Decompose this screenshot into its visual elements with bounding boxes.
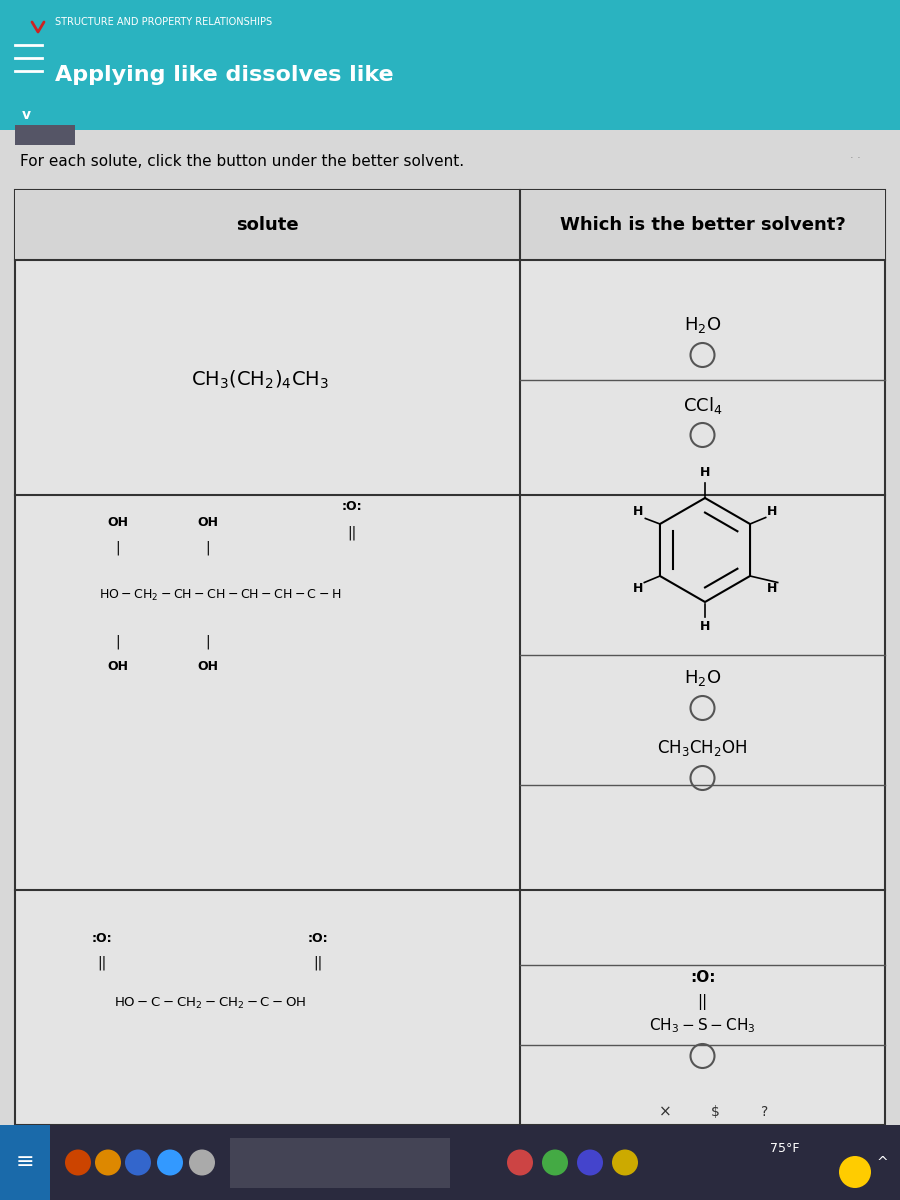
Text: :O:: :O: <box>342 500 363 514</box>
Circle shape <box>577 1150 603 1176</box>
Circle shape <box>189 1150 215 1176</box>
Text: OH: OH <box>107 516 129 529</box>
Text: ^: ^ <box>877 1156 887 1170</box>
Text: |: | <box>116 635 121 649</box>
Bar <box>15 190 885 1126</box>
Text: $\mathregular{CH_3CH_2OH}$: $\mathregular{CH_3CH_2OH}$ <box>657 738 748 758</box>
Circle shape <box>125 1150 151 1176</box>
Text: 75°F: 75°F <box>770 1141 800 1154</box>
Circle shape <box>839 1156 871 1188</box>
Text: $\mathregular{H_2O}$: $\mathregular{H_2O}$ <box>684 314 721 335</box>
Bar <box>15 125 75 145</box>
Text: |: | <box>116 541 121 556</box>
Text: ×: × <box>659 1104 671 1120</box>
Text: ≡: ≡ <box>15 1152 34 1172</box>
Bar <box>230 1138 450 1188</box>
Text: H: H <box>633 505 643 518</box>
Bar <box>0 1126 900 1200</box>
Circle shape <box>65 1150 91 1176</box>
Text: OH: OH <box>107 660 129 673</box>
Circle shape <box>95 1150 121 1176</box>
Text: $\mathregular{CCl_4}$: $\mathregular{CCl_4}$ <box>683 395 723 415</box>
Text: Applying like dissolves like: Applying like dissolves like <box>55 65 393 85</box>
Text: |: | <box>206 635 211 649</box>
Text: $\mathrm{HO - C - CH_2 - CH_2 - C - OH}$: $\mathrm{HO - C - CH_2 - CH_2 - C - OH}$ <box>113 996 306 1010</box>
Text: :O:: :O: <box>92 931 112 944</box>
Text: $\mathregular{CH_3(CH_2)_4CH_3}$: $\mathregular{CH_3(CH_2)_4CH_3}$ <box>191 368 329 391</box>
Circle shape <box>542 1150 568 1176</box>
Circle shape <box>507 1150 533 1176</box>
Bar <box>15 190 885 260</box>
Text: v: v <box>22 108 31 122</box>
Text: . .: . . <box>850 150 860 160</box>
Text: ||: || <box>313 955 322 971</box>
Text: $\mathrm{CH_3 - S - CH_3}$: $\mathrm{CH_3 - S - CH_3}$ <box>649 1016 756 1036</box>
Text: :O:: :O: <box>689 971 716 985</box>
Text: ||: || <box>347 526 356 540</box>
Text: $\mathregular{H_2O}$: $\mathregular{H_2O}$ <box>684 668 721 688</box>
Text: OH: OH <box>197 660 219 673</box>
Circle shape <box>157 1150 183 1176</box>
Text: For each solute, click the button under the better solvent.: For each solute, click the button under … <box>20 155 464 169</box>
Text: STRUCTURE AND PROPERTY RELATIONSHIPS: STRUCTURE AND PROPERTY RELATIONSHIPS <box>55 17 272 26</box>
Bar <box>0 0 900 130</box>
Text: $\mathrm{HO - CH_2 - CH - CH - CH - CH - C - H}$: $\mathrm{HO - CH_2 - CH - CH - CH - CH -… <box>99 588 341 602</box>
Text: Which is the better solvent?: Which is the better solvent? <box>560 216 845 234</box>
Text: :O:: :O: <box>308 931 328 944</box>
Text: solute: solute <box>236 216 299 234</box>
Text: H: H <box>700 467 710 480</box>
Text: ?: ? <box>761 1105 769 1118</box>
Text: |: | <box>206 541 211 556</box>
Text: ||: || <box>97 955 106 971</box>
Text: $: $ <box>711 1105 719 1118</box>
Bar <box>0 1126 50 1200</box>
Text: H: H <box>633 582 643 595</box>
Circle shape <box>612 1150 638 1176</box>
Text: H: H <box>767 582 777 595</box>
Text: OH: OH <box>197 516 219 529</box>
Text: ||: || <box>698 994 707 1010</box>
Text: H: H <box>700 620 710 634</box>
Text: H: H <box>767 505 777 518</box>
